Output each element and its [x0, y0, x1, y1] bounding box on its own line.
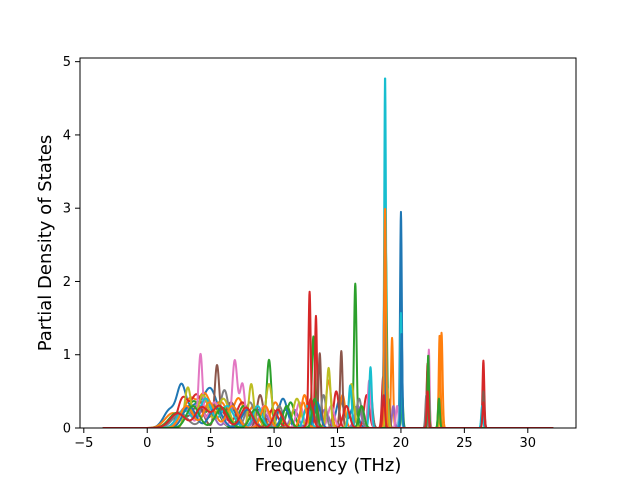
x-tick-label: 25: [456, 436, 473, 451]
y-axis-label: Partial Density of States: [35, 135, 56, 352]
x-tick-label: 20: [393, 436, 410, 451]
series-line-10: [102, 77, 554, 428]
x-tick-label: −5: [74, 436, 93, 451]
series-line-12: [102, 207, 554, 428]
y-tick-label: 3: [63, 202, 71, 217]
series-line-13: [102, 354, 554, 428]
plot-frame: [79, 57, 577, 429]
x-axis-label: Frequency (THz): [255, 455, 402, 476]
y-tick-label: 1: [63, 348, 71, 363]
x-axis-ticks: −5 0 5 10 15 20 25 30: [74, 428, 536, 451]
x-tick-label: 30: [520, 436, 537, 451]
x-tick-label: 5: [207, 436, 215, 451]
x-tick-label: 10: [266, 436, 283, 451]
y-tick-label: 0: [63, 422, 71, 437]
y-tick-label: 5: [63, 55, 71, 70]
series-line-14: [102, 390, 554, 428]
x-tick-label: 0: [143, 436, 151, 451]
y-axis-ticks: 0 1 2 3 4 5: [63, 55, 80, 437]
x-tick-label: 15: [329, 436, 346, 451]
y-tick-label: 2: [63, 275, 71, 290]
y-tick-label: 4: [63, 128, 71, 143]
